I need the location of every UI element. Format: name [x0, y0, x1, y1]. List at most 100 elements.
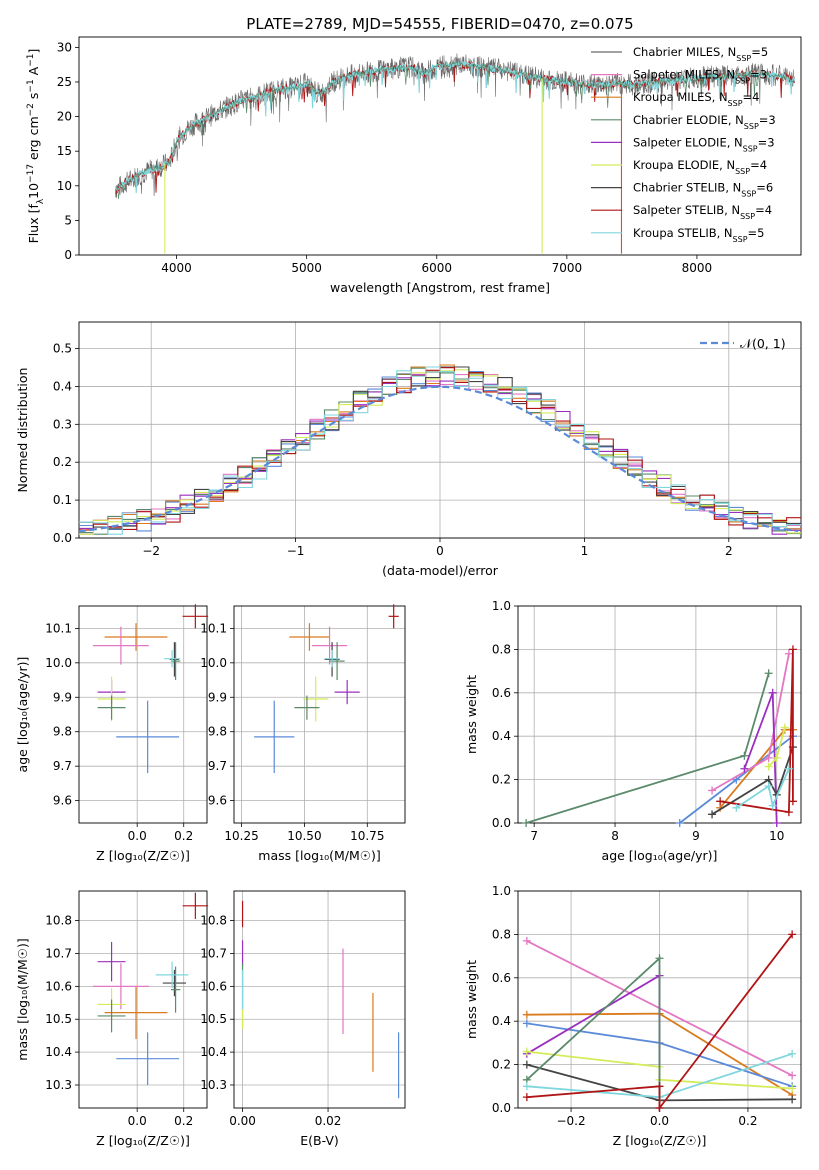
- y-tick-label: 10.5: [200, 1012, 227, 1026]
- mass-weight-marker: [522, 1060, 531, 1069]
- y-tick-label: 10.1: [45, 621, 72, 635]
- spectrum-panel: 4000 5000 6000 7000 8000 0 5 10 15 20 25 30 waveleng…: [26, 36, 802, 295]
- x-tick-label: 8: [611, 829, 619, 843]
- mass-weight-marker: [732, 803, 741, 812]
- y-tick-label: 9.6: [208, 794, 227, 808]
- axes-frame: [78, 36, 802, 256]
- y-axis-label-part: ]: [26, 49, 41, 54]
- figure-title: PLATE=2789, MJD=54555, FIBERID=0470, z=0…: [246, 15, 633, 33]
- y-tick-label: 10.3: [45, 1078, 72, 1092]
- x-tick-label: −2: [142, 544, 160, 558]
- y-tick-label: 0.4: [53, 379, 72, 393]
- x-tick-label: 4000: [161, 261, 192, 275]
- normal-curve: [78, 385, 799, 533]
- x-axis-label: Z [log₁₀(Z/Z☉)]: [96, 1133, 190, 1148]
- mass-weight-marker: [784, 764, 793, 773]
- mass_vs_ebv-panel: 0.00 0.02 10.3 10.4 10.5 10.6 10.7 10.8 E(B-V): [200, 890, 406, 1148]
- y-tick-label: 10.3: [200, 1078, 227, 1092]
- legend-label-part: SSP: [735, 76, 750, 85]
- x-axis-label: E(B-V): [300, 1133, 339, 1148]
- y-axis-label: mass weight: [464, 960, 479, 1039]
- y-tick-label: 10.0: [45, 656, 72, 670]
- y-axis-label-part: erg cm: [26, 116, 41, 164]
- legend-label-part: =4: [743, 90, 760, 104]
- axes-frame: [233, 890, 406, 1109]
- legend-label-part: =3: [750, 68, 767, 82]
- x-tick-label: 10: [769, 829, 784, 843]
- y-tick-label: 1.0: [492, 599, 511, 613]
- age_vs_mass-panel: 10.25 10.50 10.75 9.6 9.7 9.8 9.9 10.0 10.1 mass …: [200, 604, 406, 863]
- y-tick-label: 25: [57, 75, 72, 89]
- x-tick-label: 0.0: [128, 829, 147, 843]
- mass-weight-marker: [772, 819, 781, 827]
- mass-weight-series: [735, 768, 790, 809]
- mass-weight-series: [526, 933, 793, 1111]
- mass-weight-marker: [716, 797, 725, 806]
- legend-label-part: Kroupa STELIB, N: [633, 226, 733, 240]
- y-tick-label: 9.6: [53, 794, 72, 808]
- histogram-series: [79, 366, 801, 530]
- legend-label-part: Chabrier MILES, N: [633, 45, 736, 59]
- x-tick-label: 5000: [291, 261, 322, 275]
- mass-weight-marker: [788, 1084, 797, 1093]
- x-tick-label: 6000: [421, 261, 452, 275]
- x-axis-label: age [log₁₀(age/yr)]: [602, 848, 718, 863]
- mass-weight-marker: [784, 808, 793, 817]
- y-axis-label: mass weight: [464, 675, 479, 754]
- mass-weight-marker: [772, 753, 781, 762]
- y-tick-label: 0: [64, 248, 72, 262]
- x-tick-label: 0.00: [229, 1114, 256, 1128]
- mass-weight-marker: [708, 810, 717, 819]
- x-tick-label: 7: [530, 829, 538, 843]
- legend-label: Salpeter ELODIE, NSSP=3: [633, 135, 775, 153]
- legend-label: Kroupa ELODIE, NSSP=4: [633, 158, 767, 176]
- x-axis-label: (data-model)/error: [382, 563, 499, 578]
- mass-weight-marker: [788, 645, 797, 654]
- y-tick-label: 0.2: [492, 773, 511, 787]
- mass-weight-marker: [764, 753, 773, 762]
- y-tick-label: 10.6: [200, 979, 227, 993]
- mass-weight-marker: [522, 1082, 531, 1091]
- legend-label-part: SSP: [736, 54, 751, 63]
- legend-label-part: =5: [751, 45, 768, 59]
- mass-weight-marker: [522, 936, 531, 945]
- mass-weight-marker: [675, 819, 684, 827]
- y-axis-label-part: Flux [f: [26, 204, 41, 244]
- legend-label-part: Kroupa MILES, N: [633, 90, 728, 104]
- legend-label: Kroupa STELIB, NSSP=5: [633, 226, 764, 244]
- histogram-series: [79, 366, 801, 535]
- y-tick-label: 0.3: [53, 417, 72, 431]
- x-axis-label: Z [log₁₀(Z/Z☉)]: [613, 1133, 707, 1148]
- y-tick-label: 1.0: [492, 884, 511, 898]
- legend-label-part: =4: [755, 203, 772, 217]
- y-tick-label: 10.0: [200, 656, 227, 670]
- y-tick-label: 0.4: [492, 1014, 511, 1028]
- legend-label-part: SSP: [744, 121, 759, 130]
- y-axis-label: Normed distribution: [15, 368, 30, 493]
- mass-weight-marker: [655, 954, 664, 963]
- y-tick-label: 0.8: [492, 927, 511, 941]
- y-axis-label-part: −1: [26, 79, 36, 92]
- legend-label: Chabrier ELODIE, NSSP=3: [633, 113, 776, 131]
- panels-layer: 4000 5000 6000 7000 8000051015202530waveleng…: [15, 36, 802, 1148]
- y-axis-label-part: 10: [26, 183, 41, 199]
- x-axis-label: wavelength [Angstrom, rest frame]: [330, 280, 550, 295]
- y-tick-label: 9.7: [208, 759, 227, 773]
- y-axis-label: mass [log₁₀(M/M☉)]: [15, 938, 30, 1060]
- mass-weight-marker: [740, 764, 749, 773]
- mass-weight-marker: [784, 649, 793, 658]
- mass-weight-marker: [522, 1019, 531, 1028]
- mass-weight-series: [711, 746, 794, 816]
- mass-weight-marker: [764, 782, 773, 791]
- mass_vs_Z-panel: 0.0 0.2 10.3 10.4 10.5 10.6 10.7 10.8 Z [log₁₀(Z…: [15, 890, 209, 1148]
- y-axis-label: age [log₁₀(age/yr)]: [15, 657, 30, 773]
- y-axis-label-part: A: [26, 66, 41, 79]
- residuals-panel: −2 −1 0 1 2 0.0 0.1 0.2 0.3 0.4 0.5 (data-model)/er…: [15, 321, 802, 578]
- legend-label-part: SSP: [735, 167, 750, 176]
- x-tick-label: 10.50: [287, 829, 321, 843]
- mass-weight-marker: [522, 1047, 531, 1056]
- mass-weight-marker: [780, 723, 789, 732]
- y-tick-label: 10.1: [200, 621, 227, 635]
- legend-label-part: SSP: [743, 144, 758, 153]
- y-tick-label: 10.5: [45, 1012, 72, 1026]
